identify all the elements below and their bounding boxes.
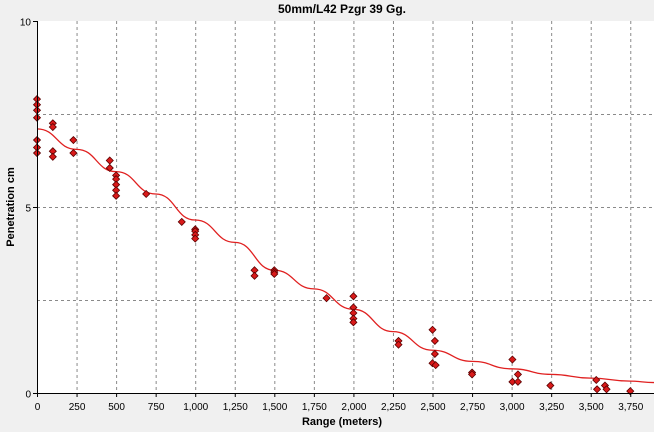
data-point: [602, 385, 611, 394]
data-point: [394, 340, 403, 349]
data-point: [105, 163, 114, 173]
data-point: [69, 148, 78, 158]
x-tick-label: 500: [108, 402, 125, 413]
x-axis-title: Range (meters): [302, 416, 382, 428]
data-point: [48, 122, 57, 132]
y-tick-label: 10: [20, 18, 32, 29]
x-tick-label: 3,000: [500, 402, 525, 413]
x-tick-label: 2,000: [341, 402, 366, 413]
data-point: [322, 294, 331, 303]
data-point: [349, 292, 358, 301]
data-point: [513, 377, 523, 386]
x-tick-label: 1,500: [262, 402, 287, 413]
x-tick-label: 2,250: [381, 402, 406, 413]
data-point: [191, 234, 200, 243]
data-point: [431, 361, 440, 370]
data-point: [508, 355, 517, 364]
y-axis-title: Penetration cm: [5, 167, 17, 247]
axes: 0 250 500 750 1,000 1,250 1,500 1,750 2,000 2,250…: [20, 18, 654, 413]
data-point: [508, 377, 517, 386]
y-tick-label: 5: [25, 204, 31, 215]
data-point: [467, 370, 477, 379]
data-point: [430, 336, 439, 345]
data-point: [112, 191, 121, 200]
data-point: [430, 349, 439, 359]
grid: [37, 21, 654, 393]
data-points: [32, 95, 635, 396]
x-tick-label: 250: [69, 402, 86, 413]
x-tick-label: 2,500: [420, 402, 445, 413]
data-point: [69, 135, 78, 145]
x-tick-label: 2,750: [460, 402, 485, 413]
data-point: [592, 385, 602, 394]
chart-title: 50mm/L42 Pzgr 39 Gg.: [278, 2, 406, 16]
data-point: [592, 375, 601, 385]
data-point: [48, 152, 57, 161]
x-tick-label: 1,250: [223, 402, 248, 413]
data-point: [250, 271, 259, 280]
x-tick-label: 3,250: [539, 402, 564, 413]
x-tick-label: 3,500: [579, 402, 604, 413]
x-tick-label: 1,000: [183, 402, 208, 413]
x-tick-label: 750: [148, 402, 165, 413]
x-tick-label: 0: [35, 402, 41, 413]
data-point: [142, 189, 151, 199]
data-point: [270, 269, 279, 279]
y-tick-label: 0: [25, 390, 31, 401]
x-tick-label: 1,750: [302, 402, 327, 413]
data-point: [546, 381, 555, 390]
x-tick-label: 3,750: [618, 402, 643, 413]
data-point: [349, 318, 358, 327]
data-point: [177, 217, 186, 226]
data-point: [428, 325, 437, 334]
